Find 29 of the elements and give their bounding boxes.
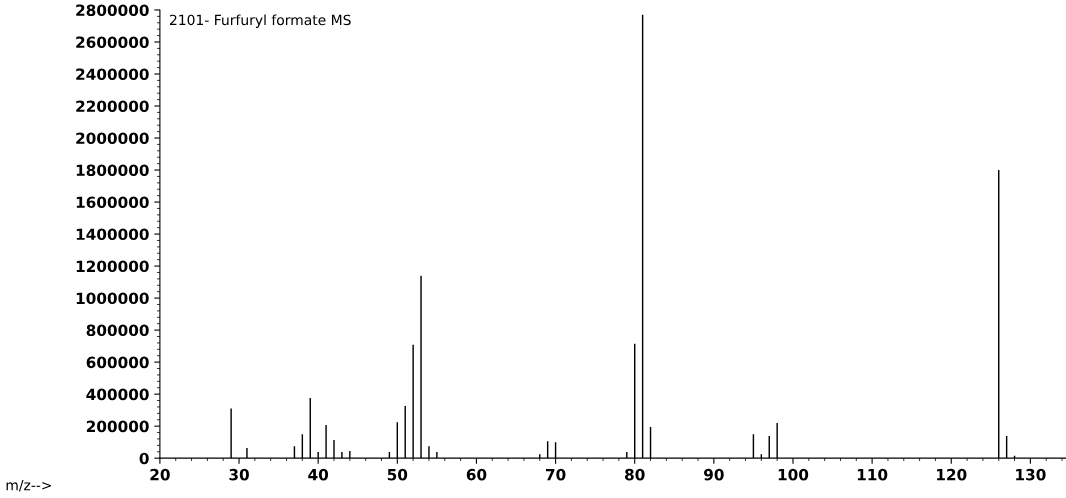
y-tick-label: 400000 bbox=[86, 388, 149, 401]
y-tick-label: 2200000 bbox=[76, 100, 149, 113]
y-tick-label: 600000 bbox=[86, 356, 149, 369]
x-tick-label: 70 bbox=[545, 468, 566, 481]
x-tick-label: 50 bbox=[387, 468, 408, 481]
y-tick-label: 800000 bbox=[86, 324, 149, 337]
y-tick-label: 2600000 bbox=[76, 36, 149, 48]
x-tick-label: 120 bbox=[937, 468, 967, 481]
y-tick-label: 2000000 bbox=[76, 132, 149, 145]
y-tick-label: 0 bbox=[139, 452, 149, 465]
x-axis-title: m/z--> bbox=[6, 480, 52, 492]
y-tick-label: 2400000 bbox=[76, 68, 149, 81]
x-tick-label: 130 bbox=[1016, 468, 1046, 481]
x-tick-label: 40 bbox=[308, 468, 329, 481]
y-tick-label: 1000000 bbox=[76, 292, 149, 305]
x-tick-label: 90 bbox=[704, 468, 724, 481]
x-tick-label: 30 bbox=[229, 468, 249, 481]
y-tick-label: 1600000 bbox=[76, 196, 149, 209]
y-tick-label: 2800000 bbox=[76, 4, 149, 16]
y-tick-label: 1800000 bbox=[76, 164, 149, 177]
y-tick-label: 1400000 bbox=[76, 228, 149, 241]
x-tick-label: 100 bbox=[778, 468, 809, 481]
x-tick-label: 80 bbox=[625, 468, 645, 481]
y-tick-label: 1200000 bbox=[76, 260, 149, 273]
chart-title: 2101- Furfuryl formate MS bbox=[169, 14, 351, 28]
x-tick-label: 60 bbox=[466, 468, 487, 481]
y-tick-label: 200000 bbox=[86, 420, 149, 433]
x-tick-label: 20 bbox=[150, 468, 170, 481]
x-tick-label: 110 bbox=[857, 468, 888, 481]
